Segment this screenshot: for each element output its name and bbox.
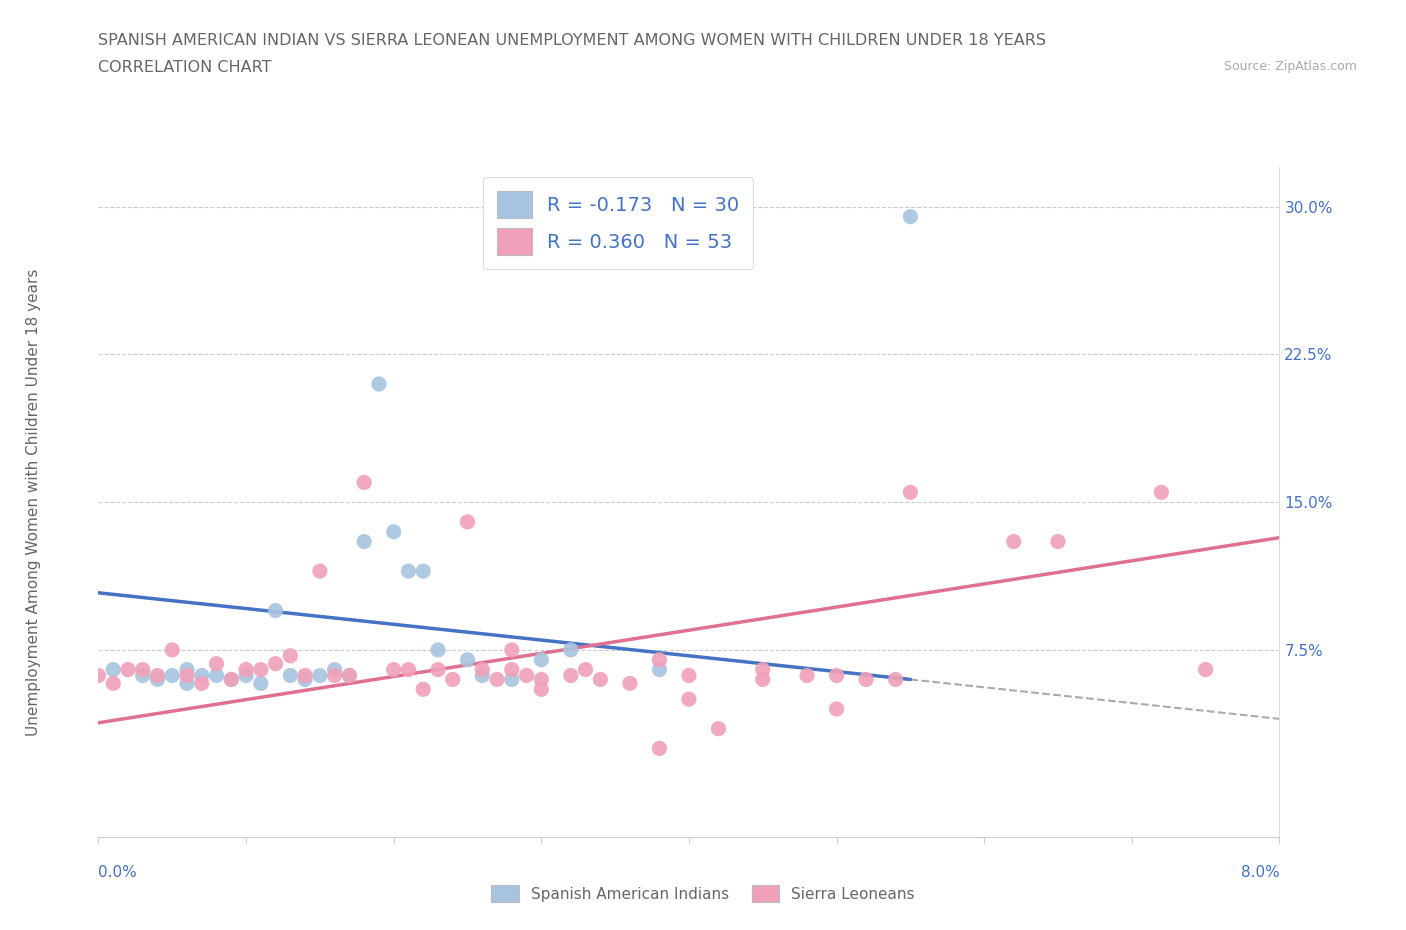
Point xyxy=(825,701,848,716)
Point xyxy=(323,662,346,677)
Point xyxy=(560,643,582,658)
Point xyxy=(205,657,228,671)
Point xyxy=(396,662,419,677)
Point xyxy=(485,672,508,687)
Point xyxy=(353,534,375,549)
Point xyxy=(162,668,183,683)
Point xyxy=(337,668,360,683)
Point xyxy=(191,676,214,691)
Point xyxy=(235,662,257,677)
Point xyxy=(456,652,478,667)
Point xyxy=(353,475,375,490)
Point xyxy=(103,662,124,677)
Point xyxy=(103,676,124,691)
Point xyxy=(382,662,405,677)
Point xyxy=(456,514,478,529)
Point xyxy=(382,525,405,539)
Point xyxy=(367,377,389,392)
Point xyxy=(648,652,671,667)
Point xyxy=(530,672,553,687)
Point xyxy=(219,672,242,687)
Text: Unemployment Among Women with Children Under 18 years: Unemployment Among Women with Children U… xyxy=(25,269,41,736)
Point xyxy=(589,672,612,687)
Point xyxy=(707,722,730,737)
Point xyxy=(441,672,464,687)
Legend: Spanish American Indians, Sierra Leoneans: Spanish American Indians, Sierra Leonean… xyxy=(485,879,921,909)
Point xyxy=(530,652,553,667)
Text: 0.0%: 0.0% xyxy=(98,865,138,880)
Point xyxy=(250,662,273,677)
Text: SPANISH AMERICAN INDIAN VS SIERRA LEONEAN UNEMPLOYMENT AMONG WOMEN WITH CHILDREN: SPANISH AMERICAN INDIAN VS SIERRA LEONEA… xyxy=(98,33,1046,47)
Point xyxy=(337,668,360,683)
Point xyxy=(219,672,242,687)
Point xyxy=(278,668,301,683)
Point xyxy=(308,564,332,578)
Point xyxy=(162,643,183,658)
Point xyxy=(471,668,494,683)
Point xyxy=(294,668,316,683)
Point xyxy=(796,668,818,683)
Point xyxy=(146,668,169,683)
Point xyxy=(884,672,907,687)
Point xyxy=(294,672,316,687)
Point xyxy=(471,662,494,677)
Point xyxy=(501,643,523,658)
Point xyxy=(117,662,139,677)
Point xyxy=(176,668,198,683)
Point xyxy=(619,676,641,691)
Point xyxy=(678,668,700,683)
Point xyxy=(412,682,434,697)
Point xyxy=(648,662,671,677)
Point xyxy=(1002,534,1025,549)
Point xyxy=(146,672,169,687)
Point xyxy=(898,209,921,224)
Point xyxy=(855,672,877,687)
Point xyxy=(264,603,287,618)
Point xyxy=(323,668,346,683)
Point xyxy=(308,668,332,683)
Point xyxy=(412,564,434,578)
Point xyxy=(264,657,287,671)
Point xyxy=(751,672,773,687)
Point xyxy=(87,668,110,683)
Point xyxy=(278,648,301,663)
Point xyxy=(1046,534,1069,549)
Point xyxy=(530,682,553,697)
Point xyxy=(560,668,582,683)
Text: Source: ZipAtlas.com: Source: ZipAtlas.com xyxy=(1223,60,1357,73)
Point xyxy=(898,485,921,499)
Text: CORRELATION CHART: CORRELATION CHART xyxy=(98,60,271,75)
Point xyxy=(648,741,671,756)
Point xyxy=(574,662,596,677)
Text: 8.0%: 8.0% xyxy=(1240,865,1279,880)
Point xyxy=(176,662,198,677)
Point xyxy=(176,676,198,691)
Point xyxy=(1150,485,1173,499)
Point xyxy=(678,692,700,707)
Point xyxy=(235,668,257,683)
Point xyxy=(132,668,155,683)
Point xyxy=(250,676,273,691)
Point xyxy=(132,662,155,677)
Point xyxy=(426,643,449,658)
Point xyxy=(501,672,523,687)
Point xyxy=(426,662,449,677)
Point xyxy=(825,668,848,683)
Point xyxy=(515,668,537,683)
Point xyxy=(1194,662,1216,677)
Point xyxy=(396,564,419,578)
Point xyxy=(751,662,773,677)
Point xyxy=(191,668,214,683)
Point xyxy=(501,662,523,677)
Legend: R = -0.173   N = 30, R = 0.360   N = 53: R = -0.173 N = 30, R = 0.360 N = 53 xyxy=(484,177,754,269)
Point xyxy=(205,668,228,683)
